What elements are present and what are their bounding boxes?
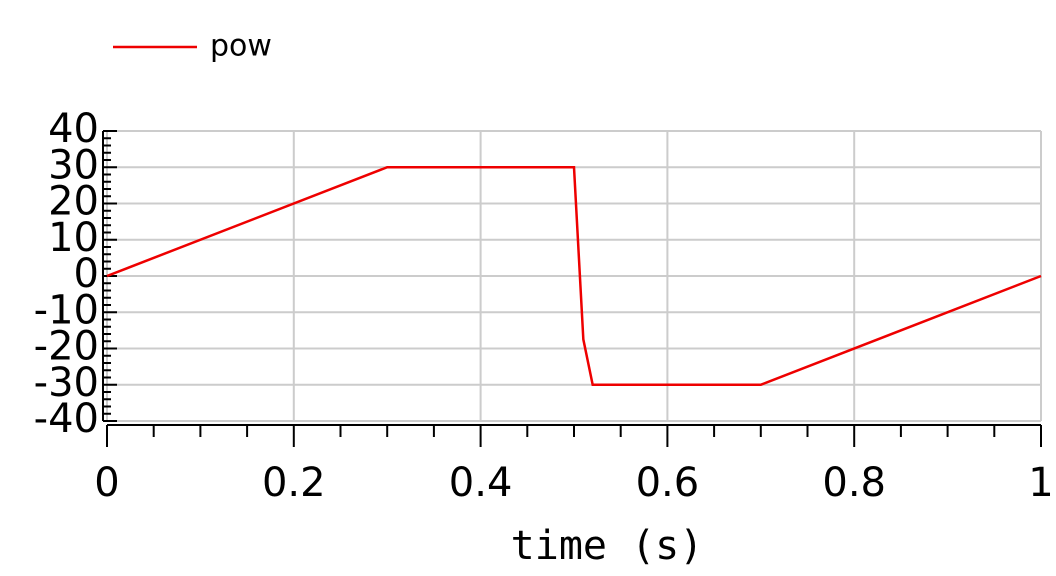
y-tick-label: 0 <box>74 251 99 297</box>
y-tick-label: 30 <box>48 142 99 188</box>
y-tick-label: -20 <box>34 324 99 370</box>
x-tick-label: 0 <box>94 460 119 506</box>
y-tick-label: 40 <box>48 106 99 152</box>
y-tick-label: 20 <box>48 179 99 225</box>
data-line <box>106 166 1042 386</box>
x-tick-label: 0.2 <box>262 460 326 506</box>
x-tick-label: 0.8 <box>822 460 886 506</box>
legend-label: pow <box>210 29 272 64</box>
y-tick-label: -30 <box>34 360 99 406</box>
x-tick-label: 0.4 <box>449 460 513 506</box>
x-tick-label: 0.6 <box>636 460 700 506</box>
y-tick-label: -40 <box>34 396 99 442</box>
x-axis-label: time (s) <box>511 523 704 569</box>
x-tick-label: 1 <box>1028 460 1053 506</box>
y-tick-label: -10 <box>34 287 99 333</box>
y-tick-label: 10 <box>48 215 99 261</box>
